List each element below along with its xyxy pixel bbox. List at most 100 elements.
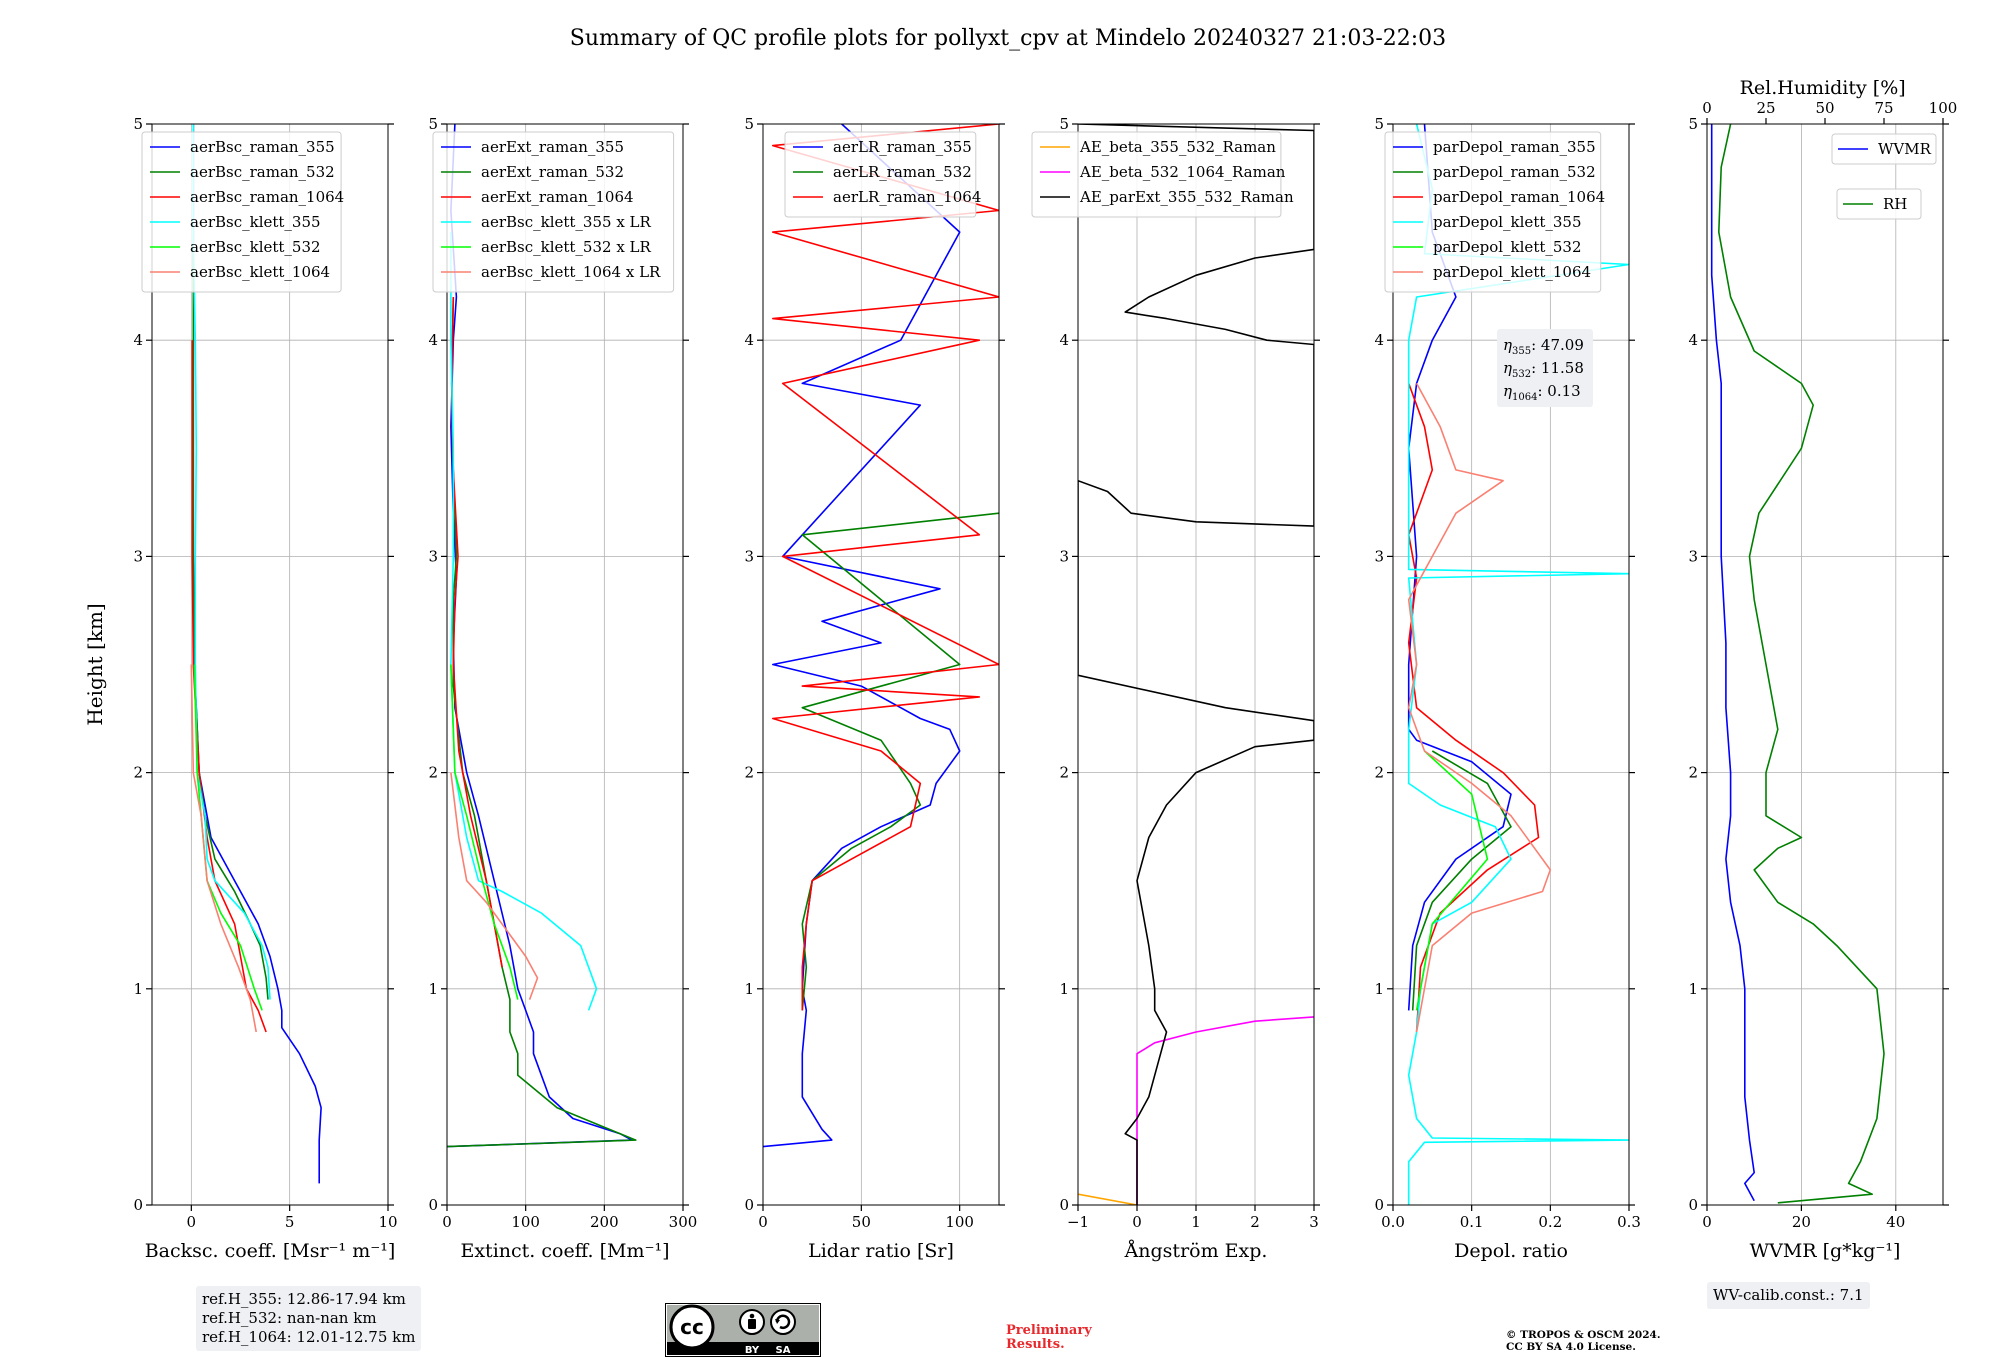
legend-label: aerBsc_klett_1064 x LR	[481, 263, 661, 281]
y-tick-label: 1	[133, 980, 143, 998]
x-tick-label: 3	[1309, 1213, 1319, 1231]
series-line-AE_parExt_355_532_Raman	[1078, 124, 1314, 1205]
x-tick-label: 300	[669, 1213, 698, 1231]
legend-label: parDepol_klett_532	[1433, 238, 1582, 256]
sa-icon	[770, 1309, 796, 1335]
eta-line: η355: 47.09	[1503, 336, 1584, 357]
legend-label: aerExt_raman_532	[481, 163, 624, 181]
copyright-line-2: CC BY SA 4.0 License.	[1506, 1341, 1636, 1353]
y-tick-label: 4	[744, 331, 754, 349]
legend-label: parDepol_raman_532	[1433, 163, 1596, 181]
series-group	[1710, 124, 1885, 1204]
x-tick-label: 20	[1792, 1213, 1811, 1231]
series-line-aerBsc_raman_532	[192, 124, 269, 1000]
x-top-tick-label: 0	[1702, 99, 1712, 117]
legend-label: aerLR_raman_355	[833, 138, 972, 156]
x-tick-label: 1	[1191, 1213, 1201, 1231]
x-tick-label: −1	[1067, 1213, 1089, 1231]
preliminary-line-2: Results.	[1006, 1337, 1065, 1352]
series-group	[1407, 124, 1629, 1205]
series-line-aerExt_raman_1064	[450, 296, 503, 968]
ref-height-1064: ref.H_1064: 12.01-12.75 km	[202, 1328, 416, 1346]
x-top-tick-label: 25	[1756, 99, 1775, 117]
series-group	[190, 124, 322, 1184]
series-group	[447, 124, 637, 1148]
series-line-aerBsc_klett_532 x LR	[450, 664, 519, 1000]
ref-height-355: ref.H_355: 12.86-17.94 km	[202, 1290, 406, 1308]
x-axis-label: Ångström Exp.	[1124, 1240, 1268, 1262]
y-tick-label: 5	[744, 115, 754, 133]
legend-label: aerBsc_klett_532	[190, 238, 321, 256]
series-line-aerBsc_klett_355 x LR	[450, 232, 598, 1011]
series-line-RH	[1718, 124, 1885, 1204]
series-group	[1078, 124, 1314, 1205]
y-tick-label: 0	[1688, 1196, 1698, 1214]
y-tick-label: 4	[1374, 331, 1384, 349]
x-axis-label: WVMR [g*kg⁻¹]	[1750, 1240, 1901, 1262]
legend-label: aerBsc_klett_532 x LR	[481, 238, 652, 256]
legend-label: aerLR_raman_1064	[833, 188, 981, 206]
legend-label: parDepol_klett_355	[1433, 213, 1582, 231]
series-line-aerLR_raman_355	[763, 124, 961, 1148]
series-line-parDepol_raman_532	[1411, 750, 1512, 1011]
legend-label: parDepol_klett_1064	[1433, 263, 1591, 281]
legend: aerExt_raman_355 aerExt_raman_532 aerExt_r…	[432, 131, 675, 293]
legend-label: AE_beta_355_532_Raman	[1079, 138, 1276, 156]
series-group	[763, 124, 999, 1148]
x-tick-label: 0.0	[1381, 1213, 1405, 1231]
y-tick-label: 2	[1374, 764, 1384, 782]
y-tick-label: 5	[428, 115, 438, 133]
x-axis-label: Extinct. coeff. [Mm⁻¹]	[460, 1240, 669, 1262]
series-line-aerExt_raman_532	[447, 296, 637, 1148]
legend-label: aerBsc_raman_355	[190, 138, 335, 156]
preliminary-line-1: Preliminary	[1006, 1323, 1092, 1338]
y-tick-label: 0	[1374, 1196, 1384, 1214]
legend-label: aerLR_raman_532	[833, 163, 972, 181]
series-line-AE_beta_355_532_Raman	[1078, 1193, 1138, 1205]
y-tick-label: 3	[133, 547, 143, 565]
preliminary-results-note: Preliminary Results.	[1006, 1324, 1092, 1352]
legend-label: RH	[1883, 195, 1907, 213]
y-tick-label: 4	[1059, 331, 1069, 349]
legend-label: AE_beta_532_1064_Raman	[1079, 163, 1286, 181]
y-tick-label: 2	[133, 764, 143, 782]
legend-label: aerBsc_klett_355 x LR	[481, 213, 652, 231]
legend: WVMR RH	[1831, 133, 1937, 220]
y-tick-label: 1	[428, 980, 438, 998]
by-label: BY	[745, 1345, 760, 1356]
series-line-parDepol_raman_1064	[1407, 383, 1540, 1033]
legend-label: AE_parExt_355_532_Raman	[1079, 188, 1294, 206]
x-tick-label: 0	[758, 1213, 768, 1231]
legend: parDepol_raman_355 parDepol_raman_532 parD…	[1384, 131, 1605, 293]
y-tick-label: 3	[1688, 547, 1698, 565]
x-top-tick-label: 75	[1874, 99, 1893, 117]
x-tick-label: 50	[852, 1213, 871, 1231]
legend-label: parDepol_raman_1064	[1433, 188, 1605, 206]
x-tick-label: 100	[945, 1213, 974, 1231]
cc-text: cc	[680, 1315, 704, 1339]
y-tick-label: 5	[1374, 115, 1384, 133]
y-tick-label: 0	[1059, 1196, 1069, 1214]
series-line-parDepol_klett_532	[1415, 750, 1489, 1011]
y-axis-label: Height [km]	[83, 603, 107, 725]
axes-frame	[1706, 123, 1944, 1206]
reference-height-box: ref.H_355: 12.86-17.94 km ref.H_532: nan…	[196, 1286, 422, 1351]
y-tick-label: 5	[133, 115, 143, 133]
sa-label: SA	[776, 1345, 791, 1356]
figure-title: Summary of QC profile plots for pollyxt_…	[570, 26, 1446, 51]
y-tick-label: 0	[133, 1196, 143, 1214]
y-tick-label: 1	[1688, 980, 1698, 998]
series-line-aerLR_raman_532	[801, 512, 999, 1011]
x-tick-label: 5	[285, 1213, 295, 1231]
x-axis-label: Backsc. coeff. [Msr⁻¹ m⁻¹]	[145, 1240, 396, 1262]
x-axis-label: Lidar ratio [Sr]	[808, 1240, 954, 1262]
x-tick-label: 10	[378, 1213, 397, 1231]
wv-calib-text: WV-calib.const.: 7.1	[1713, 1286, 1864, 1304]
x-tick-label: 0	[187, 1213, 197, 1231]
wv-calibration-box: WV-calib.const.: 7.1	[1707, 1282, 1870, 1309]
y-tick-label: 2	[1688, 764, 1698, 782]
x-tick-label: 200	[590, 1213, 619, 1231]
